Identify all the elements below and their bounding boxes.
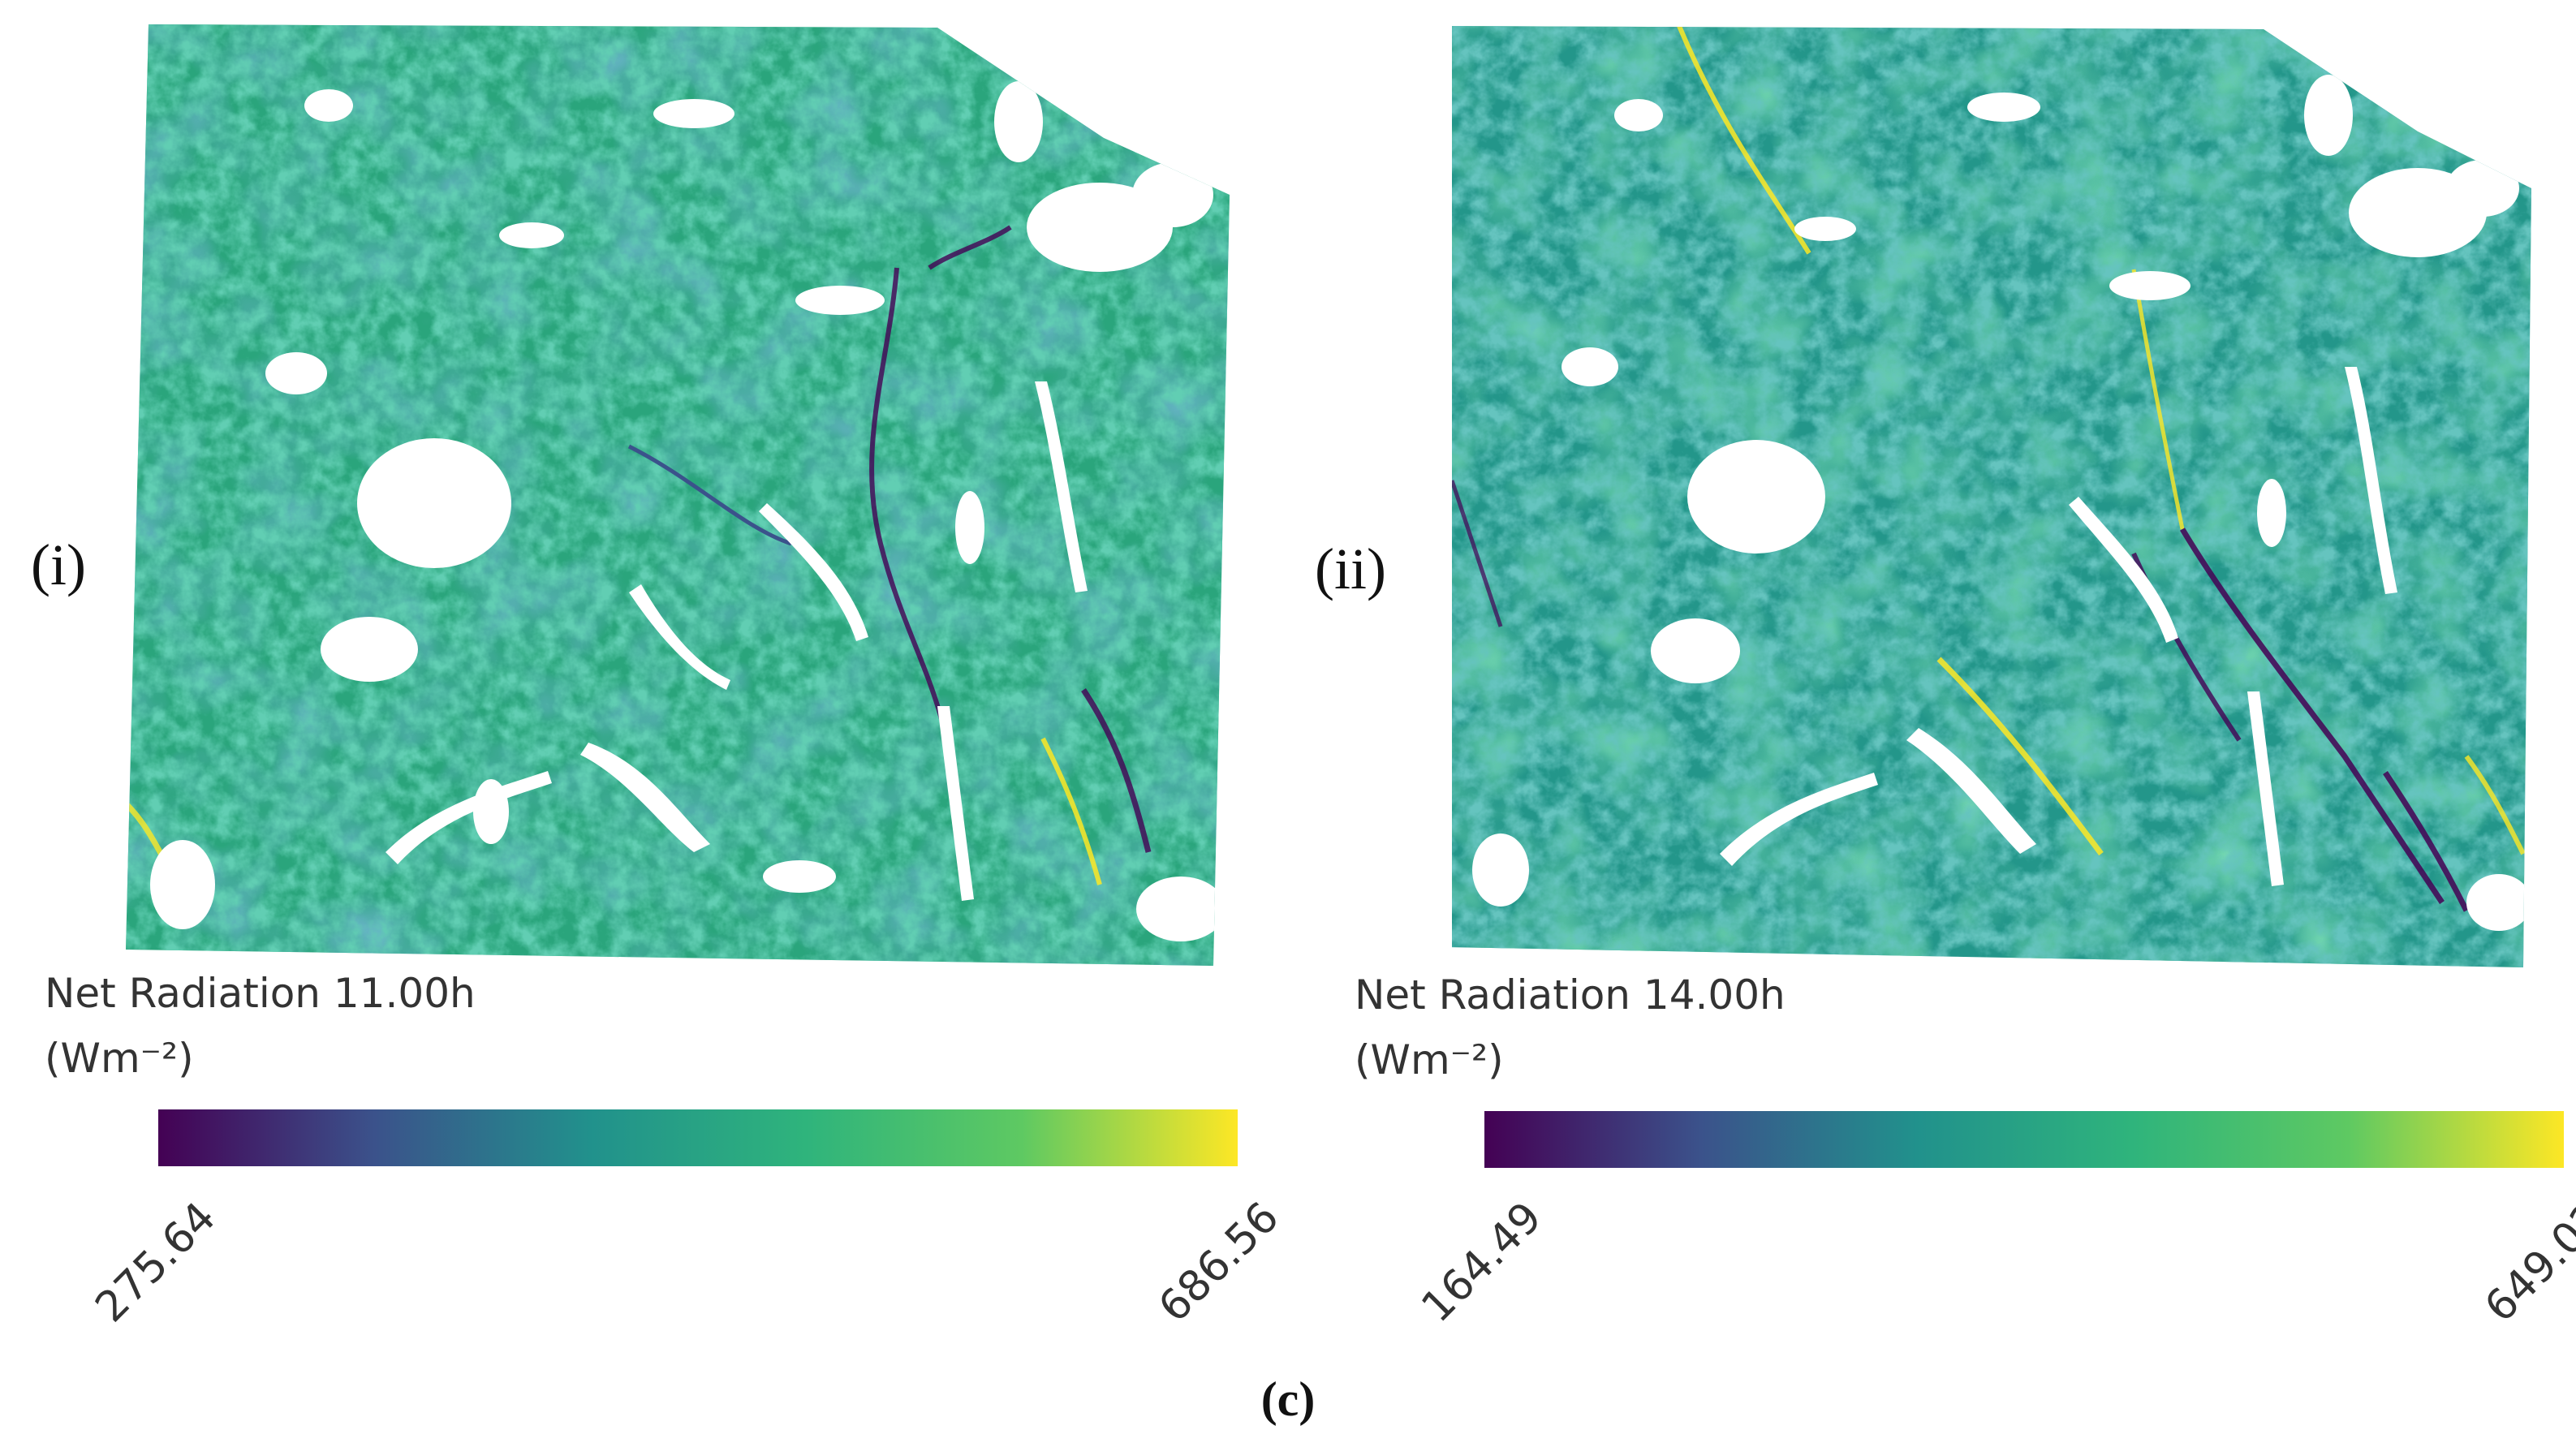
colorbar [1484,1111,2564,1168]
colorbar-unit: (Wm⁻²) [1355,1036,1504,1083]
colorbar-title: Net Radiation 11.00h [45,970,476,1017]
colorbar-min-label: 275.64 [86,1193,226,1333]
colorbar [158,1109,1238,1166]
colorbar-title: Net Radiation 14.00h [1355,971,1786,1019]
panel-i: (i) [0,0,1288,1363]
colorbar-min-label: 164.49 [1412,1193,1552,1333]
net-radiation-map-ii [1452,26,2531,967]
colorbar-max-label: 649.02 [2475,1193,2576,1333]
figure-caption: (c) [1260,1372,1316,1426]
colorbar-max-label: 686.56 [1149,1193,1289,1333]
panel-label: (ii) [1315,536,1386,601]
colorbar-unit: (Wm⁻²) [45,1035,194,1082]
panel-ii: (ii) [1288,0,2576,1363]
panel-label: (i) [31,532,86,597]
net-radiation-map-i [126,24,1230,966]
